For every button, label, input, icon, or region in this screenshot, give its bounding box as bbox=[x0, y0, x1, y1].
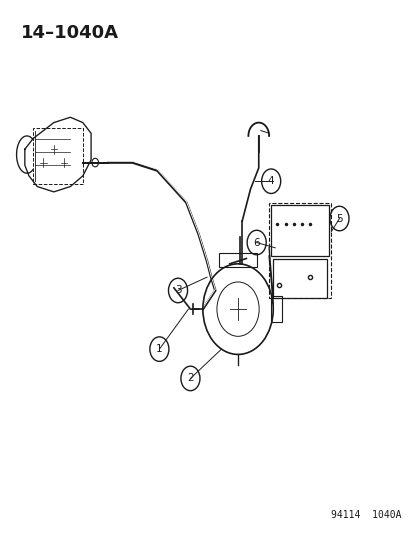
Text: 2: 2 bbox=[187, 374, 193, 383]
Bar bbox=[271, 296, 281, 322]
Text: 4: 4 bbox=[267, 176, 274, 186]
Bar bbox=[273, 259, 326, 298]
Text: 14–1040A: 14–1040A bbox=[21, 24, 119, 42]
Bar bbox=[219, 253, 256, 266]
Bar bbox=[268, 203, 330, 298]
Text: 94114  1040A: 94114 1040A bbox=[330, 510, 401, 520]
Text: 1: 1 bbox=[156, 344, 162, 354]
Text: 6: 6 bbox=[253, 238, 259, 247]
Bar bbox=[271, 205, 328, 256]
Text: 5: 5 bbox=[335, 214, 342, 223]
Text: 3: 3 bbox=[174, 286, 181, 295]
Bar bbox=[33, 128, 83, 184]
